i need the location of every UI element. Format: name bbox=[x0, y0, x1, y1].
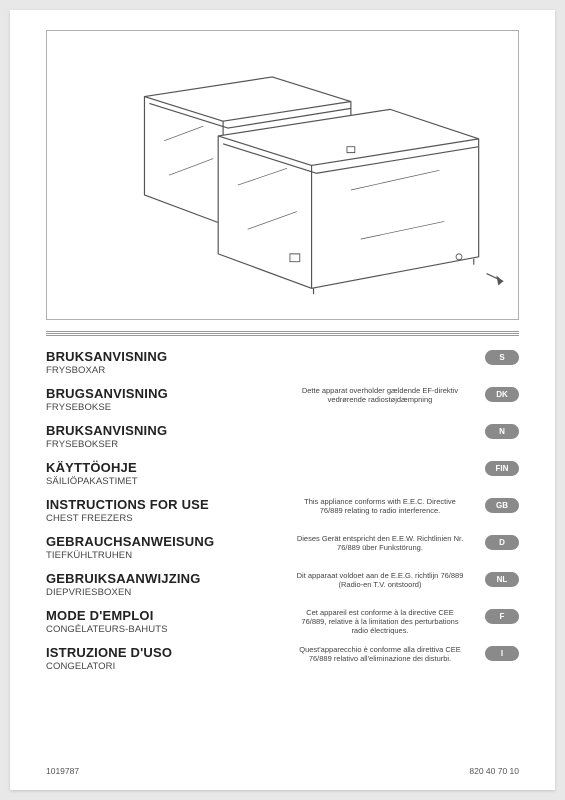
language-badge: S bbox=[485, 350, 519, 365]
compliance-note-column: Cet appareil est conforme à la directive… bbox=[246, 608, 475, 635]
language-labels: BRUKSANVISNINGFRYSEBOKSER bbox=[46, 423, 246, 450]
language-title: INSTRUCTIONS FOR USE bbox=[46, 497, 246, 512]
product-illustration-frame bbox=[46, 30, 519, 320]
language-badge-column: NL bbox=[475, 571, 519, 587]
language-badge-column: S bbox=[475, 349, 519, 365]
language-subtitle: CONGELATORI bbox=[46, 661, 246, 672]
language-row: BRUGSANVISNINGFRYSEBOKSE Dette apparat ov… bbox=[46, 383, 519, 420]
language-badge: GB bbox=[485, 498, 519, 513]
compliance-note-column: Dette apparat overholder gældende EF-dir… bbox=[246, 386, 475, 404]
language-badge: I bbox=[485, 646, 519, 661]
chest-freezers-illustration bbox=[56, 37, 508, 313]
language-labels: KÄYTTÖOHJESÄILIÖPAKASTIMET bbox=[46, 460, 246, 487]
compliance-note: Dieses Gerät entspricht den E.E.W. Richt… bbox=[295, 534, 465, 552]
language-row: GEBRUIKSAANWIJZINGDIEPVRIESBOXEN Dit appa… bbox=[46, 568, 519, 605]
language-title: BRUGSANVISNING bbox=[46, 386, 246, 401]
language-badge-column: DK bbox=[475, 386, 519, 402]
language-labels: BRUKSANVISNINGFRYSBOXAR bbox=[46, 349, 246, 376]
language-title: BRUKSANVISNING bbox=[46, 349, 246, 364]
language-title: GEBRUIKSAANWIJZING bbox=[46, 571, 246, 586]
language-badge: DK bbox=[485, 387, 519, 402]
compliance-note-column: Dieses Gerät entspricht den E.E.W. Richt… bbox=[246, 534, 475, 552]
footer: 1019787 820 40 70 10 bbox=[34, 766, 531, 776]
language-labels: GEBRUIKSAANWIJZINGDIEPVRIESBOXEN bbox=[46, 571, 246, 598]
language-title: KÄYTTÖOHJE bbox=[46, 460, 246, 475]
language-badge: NL bbox=[485, 572, 519, 587]
language-badge: N bbox=[485, 424, 519, 439]
language-subtitle: SÄILIÖPAKASTIMET bbox=[46, 476, 246, 487]
language-row: BRUKSANVISNINGFRYSEBOKSER N bbox=[46, 420, 519, 457]
language-subtitle: DIEPVRIESBOXEN bbox=[46, 587, 246, 598]
compliance-note: Dette apparat overholder gældende EF-dir… bbox=[295, 386, 465, 404]
language-row: KÄYTTÖOHJESÄILIÖPAKASTIMET FIN bbox=[46, 457, 519, 494]
language-subtitle: TIEFKÜHLTRUHEN bbox=[46, 550, 246, 561]
compliance-note-column: Dit apparaat voldoet aan de E.E.G. richt… bbox=[246, 571, 475, 589]
compliance-note: This appliance conforms with E.E.C. Dire… bbox=[295, 497, 465, 515]
language-title: ISTRUZIONE D'USO bbox=[46, 645, 246, 660]
language-row: BRUKSANVISNINGFRYSBOXAR S bbox=[46, 346, 519, 383]
footer-right-code: 820 40 70 10 bbox=[469, 766, 519, 776]
decorative-hatched-band bbox=[46, 330, 519, 336]
language-title: GEBRAUCHSANWEISUNG bbox=[46, 534, 246, 549]
language-subtitle: CONGÉLATEURS-BAHUTS bbox=[46, 624, 246, 635]
language-badge: FIN bbox=[485, 461, 519, 476]
language-labels: INSTRUCTIONS FOR USECHEST FREEZERS bbox=[46, 497, 246, 524]
language-labels: GEBRAUCHSANWEISUNGTIEFKÜHLTRUHEN bbox=[46, 534, 246, 561]
language-row: ISTRUZIONE D'USOCONGELATORI Quest'apparec… bbox=[46, 642, 519, 679]
language-subtitle: FRYSEBOKSE bbox=[46, 402, 246, 413]
compliance-note: Dit apparaat voldoet aan de E.E.G. richt… bbox=[295, 571, 465, 589]
language-row: GEBRAUCHSANWEISUNGTIEFKÜHLTRUHEN Dieses G… bbox=[46, 531, 519, 568]
language-list: BRUKSANVISNINGFRYSBOXARSBRUGSANVISNINGFR… bbox=[46, 346, 519, 679]
language-subtitle: FRYSEBOKSER bbox=[46, 439, 246, 450]
language-labels: MODE D'EMPLOICONGÉLATEURS-BAHUTS bbox=[46, 608, 246, 635]
manual-cover-page: BRUKSANVISNINGFRYSBOXARSBRUGSANVISNINGFR… bbox=[10, 10, 555, 790]
language-row: INSTRUCTIONS FOR USECHEST FREEZERS This a… bbox=[46, 494, 519, 531]
language-badge: D bbox=[485, 535, 519, 550]
language-row: MODE D'EMPLOICONGÉLATEURS-BAHUTS Cet appa… bbox=[46, 605, 519, 642]
language-subtitle: CHEST FREEZERS bbox=[46, 513, 246, 524]
language-badge: F bbox=[485, 609, 519, 624]
language-title: BRUKSANVISNING bbox=[46, 423, 246, 438]
language-badge-column: N bbox=[475, 423, 519, 439]
language-title: MODE D'EMPLOI bbox=[46, 608, 246, 623]
compliance-note: Cet appareil est conforme à la directive… bbox=[295, 608, 465, 635]
language-badge-column: GB bbox=[475, 497, 519, 513]
footer-left-code: 1019787 bbox=[46, 766, 79, 776]
language-badge-column: F bbox=[475, 608, 519, 624]
language-subtitle: FRYSBOXAR bbox=[46, 365, 246, 376]
language-badge-column: FIN bbox=[475, 460, 519, 476]
language-labels: BRUGSANVISNINGFRYSEBOKSE bbox=[46, 386, 246, 413]
language-labels: ISTRUZIONE D'USOCONGELATORI bbox=[46, 645, 246, 672]
language-badge-column: I bbox=[475, 645, 519, 661]
language-badge-column: D bbox=[475, 534, 519, 550]
compliance-note-column: Quest'apparecchio è conforme alla dirett… bbox=[246, 645, 475, 663]
compliance-note: Quest'apparecchio è conforme alla dirett… bbox=[295, 645, 465, 663]
compliance-note-column: This appliance conforms with E.E.C. Dire… bbox=[246, 497, 475, 515]
